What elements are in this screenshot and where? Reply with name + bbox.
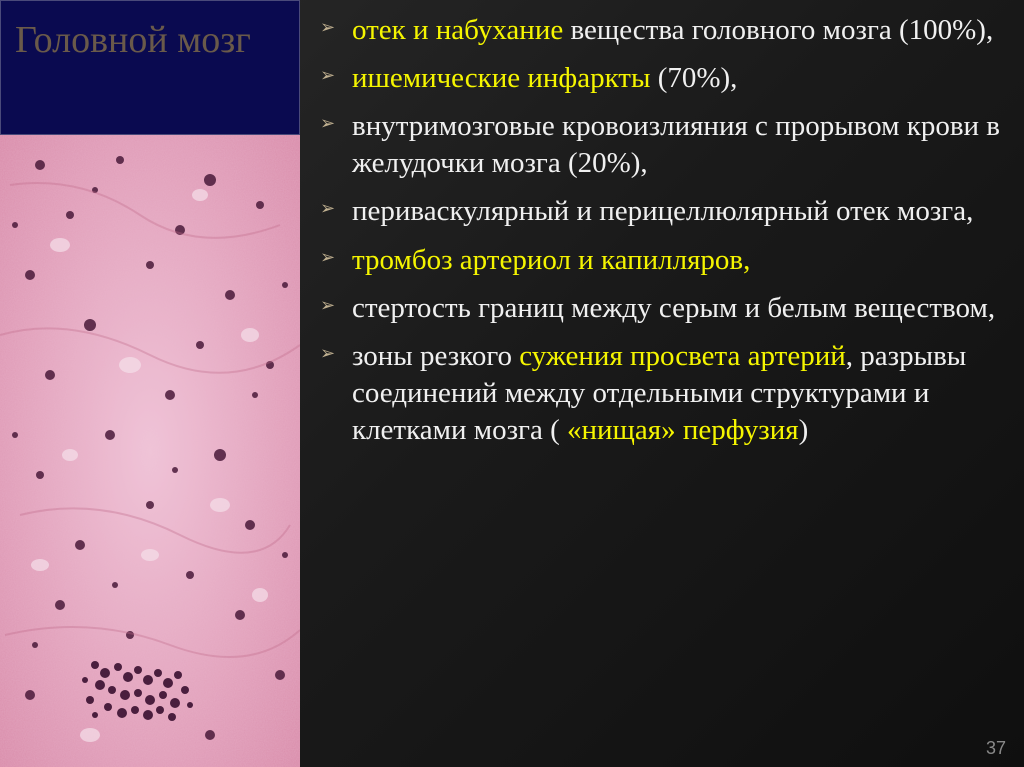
bullet-segment: (70%),: [650, 62, 737, 94]
bullet-list: отек и набухание вещества головного мозг…: [318, 12, 1024, 449]
bullet-item: внутримозговые кровоизлияния с прорывом …: [318, 108, 1024, 182]
slide-root: Головной мозг: [0, 0, 1024, 767]
bullet-item: стертость границ между серым и белым вещ…: [318, 290, 1024, 327]
slide-title: Головной мозг: [15, 19, 285, 63]
bullet-segment: ишемические инфаркты: [352, 62, 650, 94]
bullet-item: зоны резкого сужения просвета артерий, р…: [318, 338, 1024, 449]
bullet-segment: зоны резкого: [352, 340, 519, 372]
bullet-item: отек и набухание вещества головного мозг…: [318, 12, 1024, 49]
right-column: отек и набухание вещества головного мозг…: [300, 0, 1024, 767]
bullet-segment: периваскулярный и перицеллюлярный отек м…: [352, 195, 973, 227]
bullet-segment: ): [799, 414, 809, 446]
left-column: Головной мозг: [0, 0, 300, 767]
title-box: Головной мозг: [0, 0, 300, 135]
bullet-segment: «нищая» перфузия: [567, 414, 799, 446]
histology-svg: [0, 135, 300, 767]
bullet-segment: тромбоз артериол и капилляров,: [352, 244, 750, 276]
histology-image: [0, 135, 300, 767]
bullet-item: ишемические инфаркты (70%),: [318, 60, 1024, 97]
bullet-segment: вещества головного мозга (100%),: [563, 14, 993, 46]
page-number: 37: [986, 738, 1006, 759]
bullet-segment: сужения просвета артерий: [519, 340, 846, 372]
bullet-item: периваскулярный и перицеллюлярный отек м…: [318, 193, 1024, 230]
bullet-segment: стертость границ между серым и белым вещ…: [352, 292, 995, 324]
bullet-segment: отек и набухание: [352, 14, 563, 46]
bullet-item: тромбоз артериол и капилляров,: [318, 242, 1024, 279]
bullet-segment: внутримозговые кровоизлияния с прорывом …: [352, 110, 1000, 179]
